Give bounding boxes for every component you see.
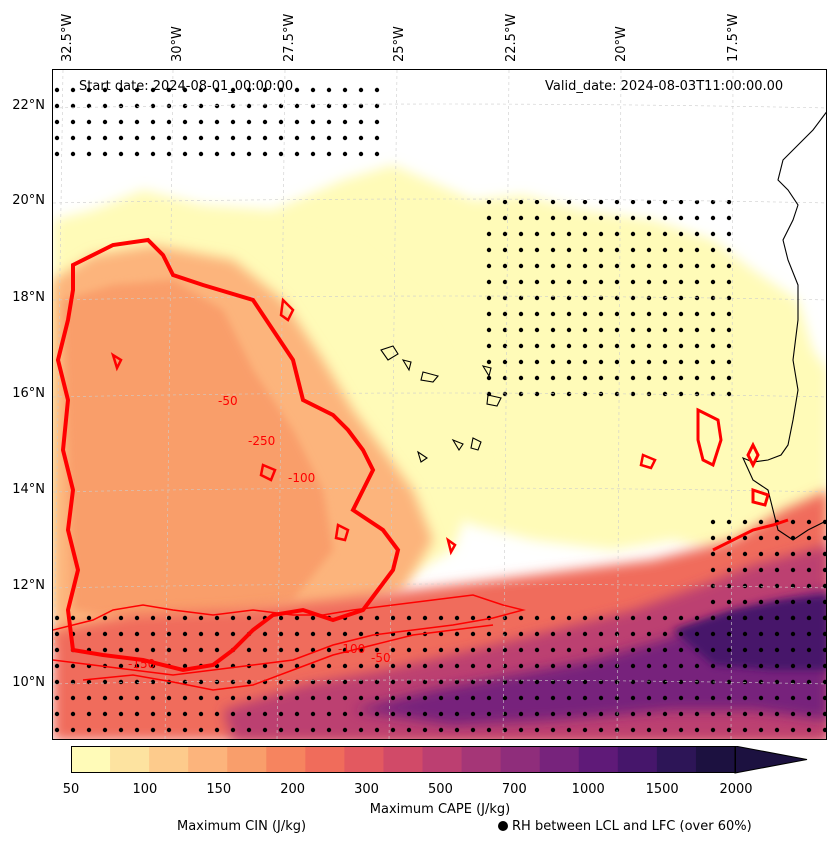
cape-field-mid-core xyxy=(63,280,333,620)
colorbar-segment xyxy=(305,746,345,773)
colorbar-segment xyxy=(110,746,150,773)
cin-contour-thick-main xyxy=(55,237,401,673)
colorbar-segment xyxy=(695,746,736,773)
lat-tick-label: 22°N xyxy=(12,98,45,113)
cin-contour-east xyxy=(696,407,789,552)
colorbar-tick-label: 300 xyxy=(354,782,379,797)
colorbar-tick-label: 700 xyxy=(501,782,527,797)
africa-coast xyxy=(741,111,826,541)
cape-colorbar xyxy=(71,746,808,774)
cin-contour-thin-1 xyxy=(53,594,526,676)
colorbar-extend-arrow xyxy=(734,746,808,774)
lon-tick-label: 25°W xyxy=(392,26,407,62)
colorbar-tick-label: 500 xyxy=(428,782,453,797)
rh-legend: RH between LCL and LFC (over 60%) xyxy=(498,819,752,834)
lon-tick-label: 27.5°W xyxy=(282,13,297,62)
colorbar-tick-label: 1000 xyxy=(571,782,605,797)
colorbar-label: Maximum CAPE (J/kg) xyxy=(369,802,511,817)
colorbar-segment xyxy=(656,746,697,773)
lon-tick-label: 30°W xyxy=(170,26,185,62)
cin-label: -150 xyxy=(128,657,155,671)
lat-tick-label: 12°N xyxy=(12,578,45,593)
start-date-label: Start date: 2024-08-01_00:00:00 xyxy=(79,79,294,94)
cin-label: -100 xyxy=(288,471,315,485)
colorbar-tick-label: 100 xyxy=(132,782,158,797)
valid-date-label: Valid_date: 2024-08-03T11:00:00.00 xyxy=(545,79,784,94)
cin-contours xyxy=(53,237,789,691)
lon-tick-label: 17.5°W xyxy=(726,13,741,62)
colorbar-segment xyxy=(71,746,111,773)
cin-label: -50 xyxy=(218,394,238,408)
colorbar-tick-label: 150 xyxy=(206,782,232,797)
colorbar-segment xyxy=(422,746,463,773)
colorbar-outline xyxy=(71,746,736,773)
colorbar-tick-label: 200 xyxy=(280,782,306,797)
colorbar-segment xyxy=(188,746,228,773)
rh-stipple xyxy=(53,86,826,739)
colorbar-segment xyxy=(149,746,189,773)
colorbar-segment xyxy=(539,746,580,773)
colorbar-segment xyxy=(461,746,502,773)
colorbar-tick-label: 1500 xyxy=(645,782,679,797)
colorbar-segment xyxy=(383,746,424,773)
cin-contour-blobs xyxy=(110,297,657,556)
lat-tick-label: 20°N xyxy=(12,193,45,208)
map-canvas: -50 -250 -100 -150 -100 -50 xyxy=(53,70,826,739)
colorbar-tick-label: 2000 xyxy=(719,782,753,797)
colorbar-tick-label: 50 xyxy=(62,782,80,797)
lat-tick-label: 18°N xyxy=(12,290,45,305)
cape-verde-islands xyxy=(380,345,502,463)
lat-tick-label: 14°N xyxy=(12,482,45,497)
lon-tick-label: 20°W xyxy=(614,26,629,62)
lon-tick-label: 22.5°W xyxy=(504,13,519,62)
rh-stipple-north xyxy=(53,86,383,166)
coastline xyxy=(380,111,826,541)
cin-legend-label: Maximum CIN (J/kg) xyxy=(177,819,307,834)
colorbar-segment xyxy=(500,746,541,773)
dot-icon xyxy=(498,821,508,831)
lat-tick-label: 10°N xyxy=(12,675,45,690)
cin-label: -50 xyxy=(371,651,391,665)
colorbar-segment xyxy=(344,746,384,773)
lat-tick-label: 16°N xyxy=(12,386,45,401)
cin-label: -250 xyxy=(248,434,275,448)
rh-stipple-south xyxy=(53,615,826,739)
colorbar-segment xyxy=(617,746,658,773)
colorbar-segment xyxy=(266,746,306,773)
rh-stipple-east xyxy=(483,200,733,400)
rh-legend-label: RH between LCL and LFC (over 60%) xyxy=(512,819,752,834)
colorbar-segment xyxy=(578,746,619,773)
lon-tick-label: 32.5°W xyxy=(60,13,75,62)
colorbar-segment xyxy=(227,746,267,773)
gridlines xyxy=(53,70,826,739)
cin-contour-thin-2 xyxy=(82,624,494,691)
cin-label: -100 xyxy=(338,642,365,656)
map-plot-area: -50 -250 -100 -150 -100 -50 xyxy=(52,69,827,740)
cin-contour-labels: -50 -250 -100 -150 -100 -50 xyxy=(128,394,391,671)
